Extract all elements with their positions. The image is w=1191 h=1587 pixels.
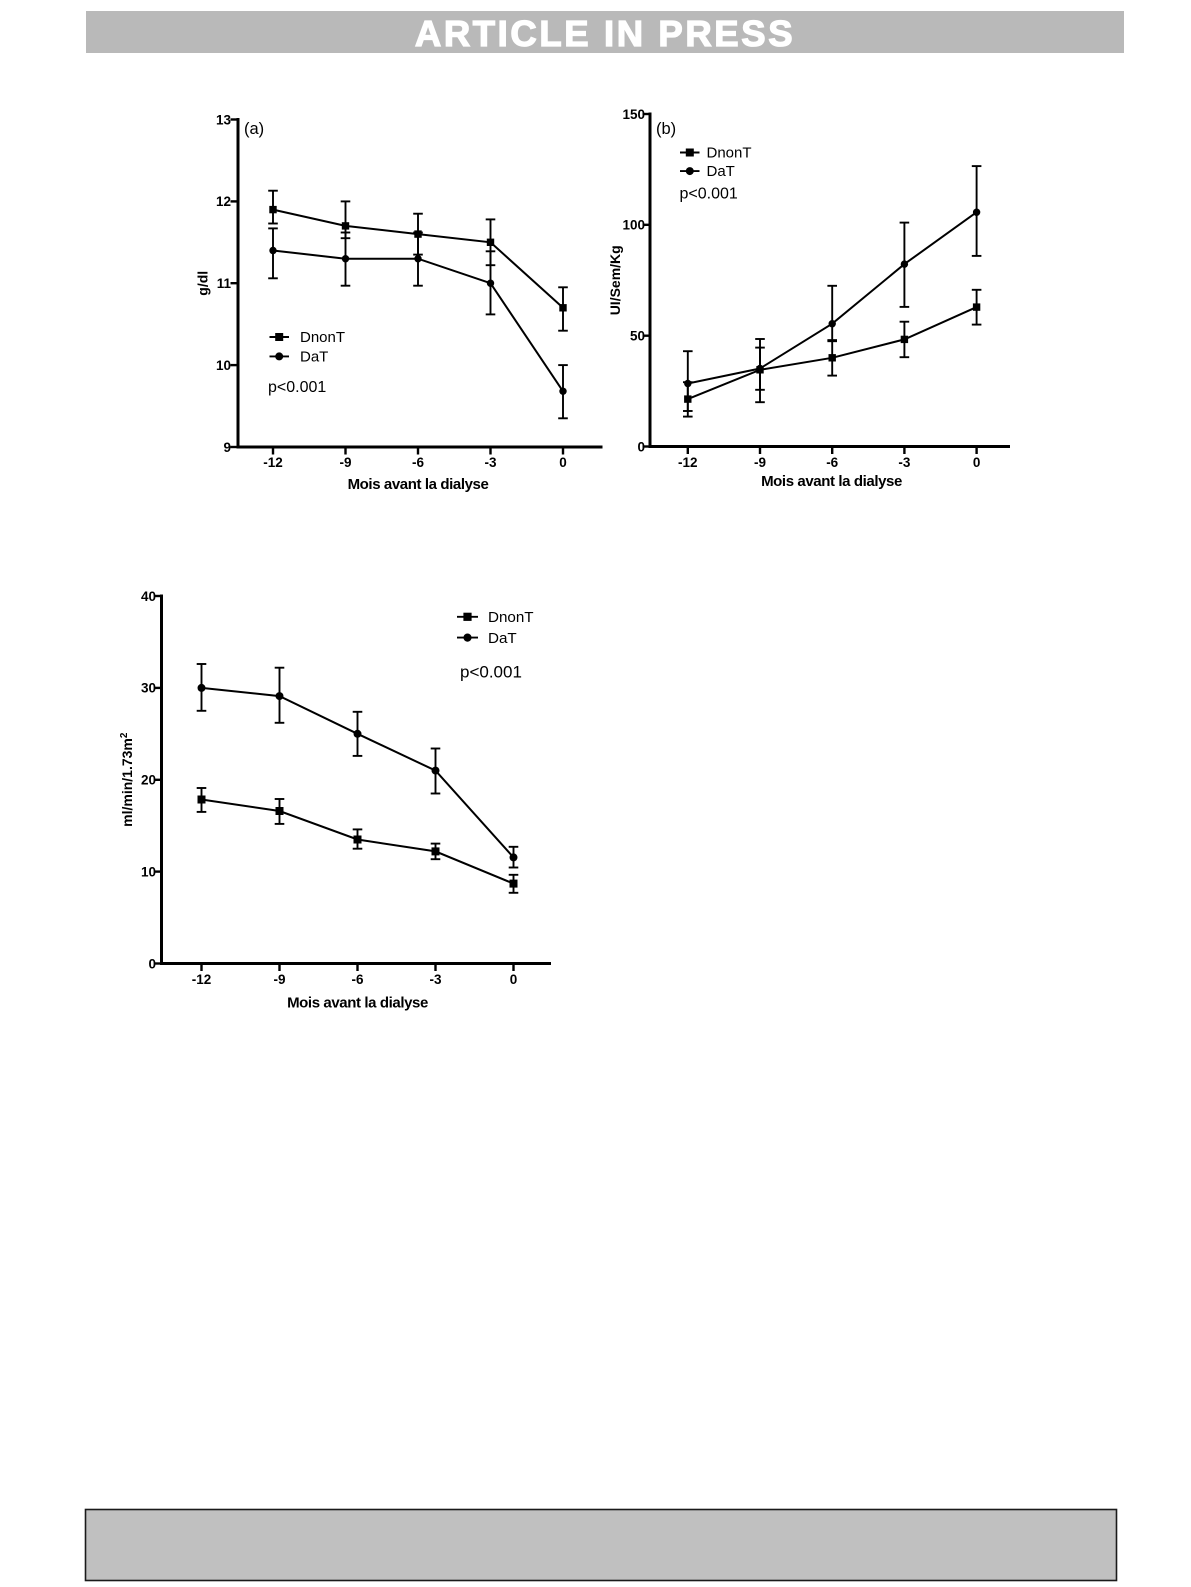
svg-text:-6: -6 (412, 455, 424, 470)
svg-text:-3: -3 (429, 972, 441, 987)
svg-text:(b): (b) (656, 120, 676, 138)
svg-text:Mois avant la dialyse: Mois avant la dialyse (348, 476, 489, 493)
svg-text:0: 0 (637, 439, 645, 454)
svg-text:50: 50 (630, 329, 645, 344)
svg-text:9: 9 (223, 440, 231, 455)
svg-text:-12: -12 (263, 455, 283, 470)
svg-text:100: 100 (622, 218, 645, 233)
svg-text:-6: -6 (826, 455, 838, 470)
svg-text:UI/Sem/Kg: UI/Sem/Kg (607, 245, 623, 315)
svg-text:DnonT: DnonT (300, 329, 345, 346)
svg-text:p<0.001: p<0.001 (268, 379, 326, 396)
svg-text:-3: -3 (484, 455, 496, 470)
svg-text:DaT: DaT (707, 163, 735, 180)
svg-text:DaT: DaT (300, 349, 328, 366)
svg-text:(a): (a) (244, 120, 264, 138)
svg-text:11: 11 (217, 276, 232, 291)
svg-text:-12: -12 (192, 972, 212, 987)
svg-text:p<0.001: p<0.001 (680, 186, 738, 203)
svg-text:0: 0 (559, 455, 567, 470)
svg-text:-9: -9 (339, 455, 351, 470)
svg-text:0: 0 (148, 956, 156, 971)
svg-text:ARTICLE IN PRESS: ARTICLE IN PRESS (415, 13, 795, 54)
svg-text:-3: -3 (898, 455, 910, 470)
svg-text:g/dl: g/dl (195, 271, 211, 296)
svg-text:10: 10 (216, 358, 231, 373)
svg-text:40: 40 (141, 589, 156, 604)
svg-text:0: 0 (510, 972, 518, 987)
svg-text:-9: -9 (273, 972, 285, 987)
svg-text:20: 20 (141, 773, 156, 788)
svg-text:DaT: DaT (488, 630, 517, 647)
svg-text:150: 150 (622, 107, 645, 122)
svg-text:Mois avant la dialyse: Mois avant la dialyse (287, 995, 428, 1012)
svg-text:DnonT: DnonT (707, 145, 752, 162)
svg-text:DnonT: DnonT (488, 609, 534, 626)
svg-text:12: 12 (216, 194, 231, 209)
svg-text:-12: -12 (678, 455, 698, 470)
svg-text:ml/min/1.73m2: ml/min/1.73m2 (119, 732, 135, 827)
svg-text:13: 13 (216, 112, 232, 127)
svg-text:Mois avant la dialyse: Mois avant la dialyse (761, 473, 902, 490)
svg-text:p<0.001: p<0.001 (460, 663, 522, 682)
svg-text:0: 0 (973, 455, 981, 470)
svg-text:-9: -9 (754, 455, 766, 470)
svg-text:-6: -6 (351, 972, 363, 987)
svg-text:10: 10 (141, 864, 156, 879)
svg-text:30: 30 (141, 681, 156, 696)
